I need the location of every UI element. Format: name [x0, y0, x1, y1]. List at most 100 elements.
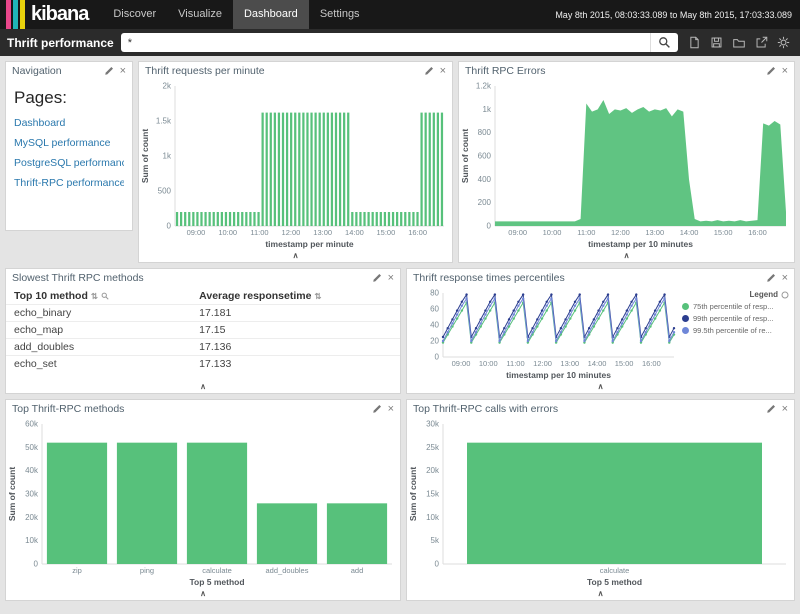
legend-label: 99.5th percentile of re...: [693, 326, 772, 335]
edit-panel-icon[interactable]: [424, 66, 434, 76]
svg-text:14:00: 14:00: [680, 228, 699, 237]
edit-panel-icon[interactable]: [766, 404, 776, 414]
column-search-icon[interactable]: [101, 292, 109, 300]
close-panel-icon[interactable]: ×: [781, 402, 788, 415]
close-panel-icon[interactable]: ×: [439, 64, 446, 77]
svg-text:14:00: 14:00: [345, 228, 364, 237]
dashboard-row-2: Slowest Thrift RPC methods × Top 10 meth…: [5, 268, 795, 394]
svg-text:0: 0: [487, 222, 492, 231]
chart-canvas[interactable]: 0 20 40 60 80 timestamp per 10 minutes 09:00 10…: [407, 287, 682, 381]
legend-toggle-icon[interactable]: [781, 291, 789, 299]
close-panel-icon[interactable]: ×: [781, 271, 788, 284]
svg-text:5k: 5k: [431, 536, 440, 545]
panel-thrift-requests: Thrift requests per minute × 0 500 1k 1.5k 2…: [138, 61, 453, 263]
svg-text:40: 40: [430, 321, 439, 330]
close-panel-icon[interactable]: ×: [387, 271, 394, 284]
legend-label: 75th percentile of resp...: [693, 302, 774, 311]
table-row: echo_set 17.133: [6, 355, 400, 372]
svg-text:13:00: 13:00: [645, 228, 664, 237]
legend-item[interactable]: 99.5th percentile of re...: [682, 326, 789, 335]
edit-panel-icon[interactable]: [372, 404, 382, 414]
svg-text:0: 0: [435, 353, 440, 362]
time-range-picker[interactable]: May 8th 2015, 08:03:33.089 to May 8th 20…: [555, 9, 792, 20]
new-dashboard-button[interactable]: [688, 36, 701, 49]
collapse-panel-button[interactable]: ∧: [200, 589, 206, 598]
edit-panel-icon[interactable]: [766, 66, 776, 76]
edit-panel-icon[interactable]: [372, 273, 382, 283]
new-document-icon: [690, 36, 699, 49]
svg-text:20: 20: [430, 337, 439, 346]
nav-tab-settings[interactable]: Settings: [319, 8, 360, 20]
svg-text:1k: 1k: [483, 105, 492, 114]
chart-canvas[interactable]: 0 500 1k 1.5k 2k Sum of count timestamp per mi…: [139, 80, 452, 250]
nav-tab-dashboard[interactable]: Dashboard: [232, 0, 309, 29]
legend-item[interactable]: 75th percentile of resp...: [682, 302, 789, 311]
save-dashboard-button[interactable]: [710, 36, 723, 49]
panel-header: Navigation ×: [6, 62, 132, 80]
table-row: echo_map 17.15: [6, 321, 400, 339]
panel-title: Thrift requests per minute: [145, 65, 265, 77]
svg-text:15k: 15k: [426, 490, 440, 499]
svg-text:add: add: [351, 566, 364, 575]
nav-link-postgresql[interactable]: PostgreSQL performance: [14, 157, 124, 169]
column-label: Average responsetime: [199, 290, 312, 302]
collapse-panel-button[interactable]: ∧: [597, 589, 604, 598]
close-panel-icon[interactable]: ×: [119, 64, 126, 77]
svg-text:timestamp per 10 minutes: timestamp per 10 minutes: [506, 370, 611, 380]
panel-title: Thrift RPC Errors: [465, 65, 546, 77]
column-header-responsetime[interactable]: Average responsetime ⇅: [191, 287, 400, 305]
close-panel-icon[interactable]: ×: [781, 64, 788, 77]
svg-text:Sum of count: Sum of count: [408, 467, 418, 521]
svg-text:200: 200: [478, 198, 492, 207]
dashboard-toolbar: Thrift performance: [0, 29, 800, 56]
slowest-methods-table: Top 10 method ⇅ Average responsetime ⇅ ech…: [6, 287, 400, 372]
nav-tab-discover[interactable]: Discover: [113, 8, 157, 20]
search-button[interactable]: [650, 33, 678, 52]
svg-text:Sum of count: Sum of count: [140, 129, 150, 183]
nav-link-dashboard[interactable]: Dashboard: [14, 117, 66, 129]
svg-text:1k: 1k: [163, 152, 172, 161]
nav-link-thrift-rpc[interactable]: Thrift-RPC performance: [14, 177, 124, 189]
load-dashboard-button[interactable]: [732, 36, 746, 49]
collapse-panel-button[interactable]: ∧: [623, 251, 630, 260]
edit-panel-icon[interactable]: [766, 273, 776, 283]
svg-text:25k: 25k: [426, 443, 440, 452]
query-input[interactable]: [120, 33, 650, 52]
svg-text:10k: 10k: [25, 536, 39, 545]
svg-text:10:00: 10:00: [543, 228, 562, 237]
svg-text:800: 800: [478, 128, 492, 137]
edit-panel-icon[interactable]: [104, 66, 114, 76]
svg-text:Sum of count: Sum of count: [7, 467, 17, 521]
legend-label: 99th percentile of resp...: [693, 314, 774, 323]
dashboard-row-1: Navigation × Pages: Dashboard MySQL perf…: [5, 61, 795, 263]
share-dashboard-button[interactable]: [755, 36, 768, 49]
chart-canvas[interactable]: 0 200 400 600 800 1k 1.2k Sum of count timestamp…: [459, 80, 794, 250]
nav-link-mysql[interactable]: MySQL performance: [14, 137, 111, 149]
collapse-panel-button[interactable]: ∧: [292, 251, 299, 260]
chart-legend: Legend 75th percentile of resp... 99th pe…: [682, 287, 794, 381]
magnifier-icon: [659, 37, 670, 48]
panel-title: Slowest Thrift RPC methods: [12, 272, 144, 284]
svg-text:1.2k: 1.2k: [476, 82, 492, 91]
chart-canvas[interactable]: 0 5k 10k 15k 20k 25k 30k Sum of count Top 5 meth…: [407, 418, 794, 588]
chart-canvas[interactable]: 0 10k 20k 30k 40k 50k 60k Sum of count Top 5 met…: [6, 418, 400, 588]
svg-text:0: 0: [167, 222, 172, 231]
share-icon: [756, 36, 768, 48]
column-header-method[interactable]: Top 10 method ⇅: [6, 287, 191, 305]
table-body: echo_binary 17.181 echo_map 17.15 add_double…: [6, 304, 400, 372]
svg-text:40k: 40k: [25, 466, 39, 475]
dashboard-row-3: Top Thrift-RPC methods × 0 10k 20k 30k 40k 50…: [5, 399, 795, 601]
panel-header: Thrift RPC Errors ×: [459, 62, 794, 80]
nav-tab-visualize[interactable]: Visualize: [178, 8, 222, 20]
svg-text:09:00: 09:00: [452, 359, 471, 368]
collapse-panel-button[interactable]: ∧: [597, 382, 604, 391]
kibana-logo[interactable]: kibana: [0, 0, 102, 29]
save-icon: [711, 37, 722, 48]
close-panel-icon[interactable]: ×: [387, 402, 394, 415]
svg-text:11:00: 11:00: [506, 359, 524, 368]
svg-text:16:00: 16:00: [408, 228, 427, 237]
panel-title: Thrift response times percentiles: [413, 272, 565, 284]
legend-item[interactable]: 99th percentile of resp...: [682, 314, 789, 323]
options-button[interactable]: [777, 36, 790, 49]
collapse-panel-button[interactable]: ∧: [200, 382, 206, 391]
